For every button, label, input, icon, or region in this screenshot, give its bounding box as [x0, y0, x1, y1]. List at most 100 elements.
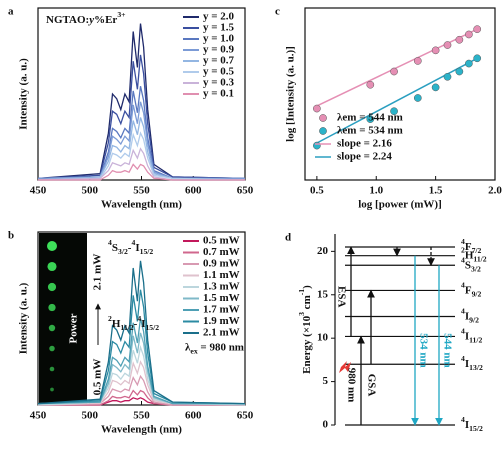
x-tick-label: 450: [30, 185, 47, 197]
power-high: 2.1 mW: [92, 254, 104, 291]
text-part: H: [112, 318, 121, 330]
x-tick-label: 600: [185, 410, 202, 422]
laser-icon: [339, 361, 351, 373]
text-part: -: [128, 242, 132, 254]
text-part: F: [465, 241, 472, 253]
text-part: -1: [297, 289, 306, 296]
legend-label: y = 1.5: [203, 22, 235, 34]
y-tick-label: 0: [323, 419, 329, 431]
level-label: 4I11/2: [461, 327, 483, 345]
text-part: Energy (×10: [301, 315, 313, 373]
panel-letter: c: [275, 6, 280, 18]
spectrum-line: [37, 23, 246, 180]
text-part: 15/2: [469, 424, 483, 433]
text-part: I: [465, 358, 469, 370]
spectrum-line: [37, 54, 246, 180]
legend-label: 1.7 mW: [203, 304, 240, 316]
legend-label: y = 0.3: [203, 77, 235, 89]
text-part: I: [465, 310, 469, 322]
text-part: 4: [137, 314, 141, 323]
data-point: [366, 80, 375, 89]
data-point: [455, 35, 464, 44]
text-part: ): [301, 285, 313, 289]
text-part: 3/2: [118, 247, 128, 256]
text-part: 11/2: [473, 255, 486, 264]
legend-label: y = 0.9: [203, 44, 235, 56]
x-tick-label: 450: [30, 410, 47, 422]
text-part: λ: [185, 341, 191, 353]
legend-label: slope = 2.24: [337, 151, 392, 163]
x-tick-label: 550: [133, 410, 150, 422]
inset-photo: [39, 233, 87, 404]
data-point: [431, 46, 440, 55]
spectrum-line: [37, 260, 246, 405]
glow-dot: [50, 387, 54, 392]
level-label: 4I13/2: [461, 354, 483, 372]
text-part: S: [112, 242, 118, 254]
inset-title: Power: [68, 313, 80, 343]
y-tick-label: 10: [317, 332, 329, 344]
fit-line: [316, 28, 478, 107]
data-point: [473, 25, 482, 34]
peak-label: 2H11/2-4I15/2: [108, 314, 159, 332]
glow-dot: [48, 303, 56, 312]
data-point: [473, 54, 482, 63]
fit-line: [316, 57, 478, 144]
data-point: [313, 104, 321, 113]
data-point: [366, 115, 375, 123]
legend-label: y = 2.0: [203, 11, 235, 23]
transition-label: 544 nm: [441, 333, 453, 368]
glow-dot: [47, 261, 57, 272]
y-tick-label: 20: [317, 245, 329, 257]
peak-label: 4S3/2-4I15/2: [108, 238, 153, 256]
x-tick-label: 1.5: [429, 185, 443, 197]
spectrum-line: [37, 289, 246, 405]
data-point: [465, 59, 473, 68]
text-part: 4: [461, 415, 465, 424]
text-part: 15/2: [140, 247, 154, 256]
x-tick-label: 0.5: [310, 185, 324, 197]
spectrum-line: [38, 389, 245, 406]
text-part: 3: [297, 312, 306, 316]
legend-label: 1.3 mW: [203, 281, 240, 293]
text-part: 2: [461, 246, 465, 255]
legend-label: 2.1 mW: [203, 327, 240, 339]
x-tick-label: 500: [82, 185, 99, 197]
text-part: 13/2: [469, 363, 483, 372]
transition-label: 980 nm: [345, 368, 357, 403]
x-axis-label: log [power (mW)]: [358, 199, 442, 211]
text-part: I: [465, 330, 469, 342]
spectrum-line: [37, 318, 245, 405]
legend-label: 1.9 mW: [203, 315, 240, 327]
x-axis-label: Wavelength (nm): [101, 199, 182, 211]
text-part: ex: [190, 347, 197, 356]
text-part: %Er: [94, 14, 117, 26]
spectrum-line: [37, 101, 245, 180]
legend-label: 1.1 mW: [203, 269, 240, 281]
y-axis-label: log [Intensity (a. u.)]: [285, 46, 297, 142]
spectrum-line: [38, 397, 245, 406]
data-point: [431, 83, 440, 92]
glow-dot: [49, 345, 55, 352]
data-point: [313, 141, 321, 150]
y-axis-label: Intensity (a. u.): [18, 58, 30, 130]
x-tick-label: 600: [185, 185, 202, 197]
text-part: 3+: [117, 10, 125, 19]
text-part: y: [87, 14, 94, 26]
text-part: 4: [461, 256, 465, 265]
spectrum-line: [37, 360, 246, 406]
power-low: 0.5 mW: [92, 359, 104, 396]
spectrum-line: [37, 117, 246, 181]
spectrum-line: [37, 374, 245, 406]
level-label: 4I9/2: [461, 307, 479, 325]
text-part: 4: [461, 237, 465, 246]
spectrum-line: [37, 344, 246, 406]
legend-label: 0.7 mW: [203, 246, 240, 258]
panel-letter: b: [8, 230, 14, 242]
glow-dot: [49, 366, 55, 372]
x-tick-label: 650: [237, 185, 254, 197]
legend-label: 0.9 mW: [203, 258, 240, 270]
level-label: 4S3/2: [461, 256, 481, 274]
level-label: 4I15/2: [461, 415, 483, 433]
glow-dot: [47, 241, 57, 251]
